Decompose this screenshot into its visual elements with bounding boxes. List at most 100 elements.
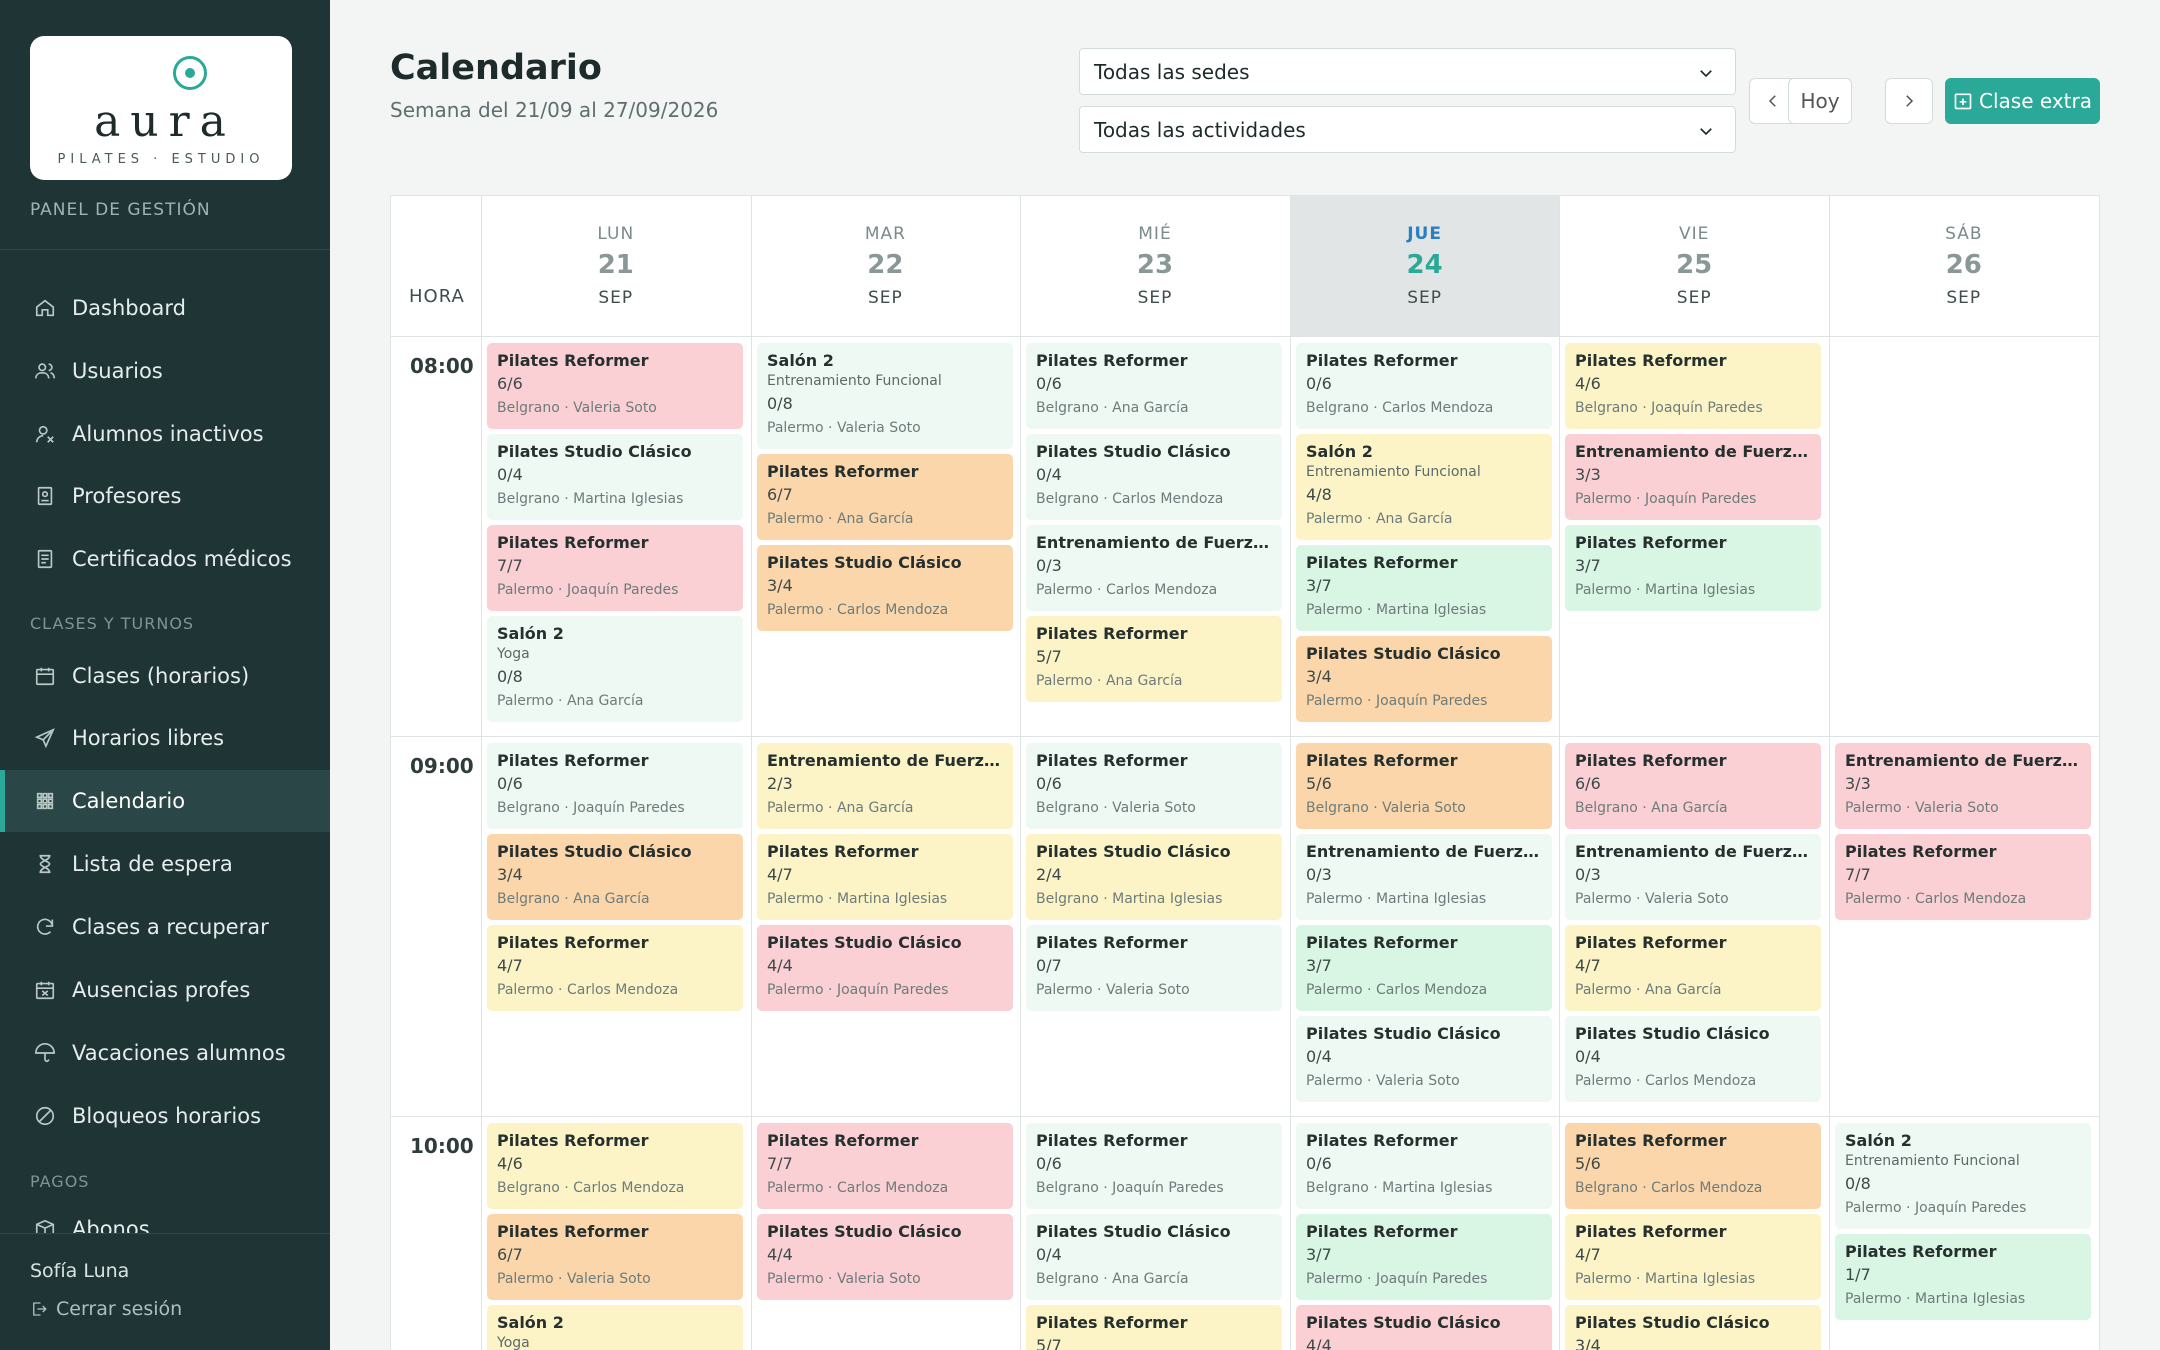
class-event[interactable]: Pilates Reformer 0/7 Palermo · Valeria Sot… <box>1026 925 1282 1011</box>
class-event[interactable]: Entrenamiento de Fuerza Personalizado 3/3… <box>1565 434 1821 520</box>
sidebar-item-clases-horarios-[interactable]: Clases (horarios) <box>0 645 330 707</box>
class-event[interactable]: Pilates Studio Clásico 3/4 Palermo · Joaqu… <box>1296 636 1552 722</box>
sidebar-item-label: Usuarios <box>72 359 163 383</box>
class-event[interactable]: Entrenamiento de Fuerza Personalizado 0/3… <box>1565 834 1821 920</box>
class-location-teacher: Palermo · Carlos Mendoza <box>1845 891 2027 907</box>
class-event[interactable]: Entrenamiento de Fuerza Personalizado 2/3… <box>757 743 1013 829</box>
class-event[interactable]: Pilates Reformer 5/7 Palermo · Ana García <box>1026 616 1282 702</box>
sidebar-item-bloqueos-horarios[interactable]: Bloqueos horarios <box>0 1085 330 1147</box>
class-event[interactable]: Pilates Reformer 7/7 Palermo · Carlos Mend… <box>1835 834 2091 920</box>
day-header-sáb[interactable]: SÁB 26 SEP <box>1829 196 2099 336</box>
class-event[interactable]: Pilates Studio Clásico 0/4 Belgrano · Carl… <box>1026 434 1282 520</box>
sidebar-item-calendario[interactable]: Calendario <box>0 770 330 832</box>
class-event[interactable]: Pilates Reformer 4/6 Belgrano · Joaquín Pa… <box>1565 343 1821 429</box>
class-event[interactable]: Pilates Studio Clásico 4/4 <box>1296 1305 1552 1350</box>
class-event[interactable]: Pilates Studio Clásico 0/4 Belgrano · Ana … <box>1026 1214 1282 1300</box>
class-event[interactable]: Pilates Reformer 3/7 Palermo · Martina Igl… <box>1565 525 1821 611</box>
class-event[interactable]: Pilates Reformer 1/7 Palermo · Martina Igl… <box>1835 1234 2091 1320</box>
class-event[interactable]: Entrenamiento de Fuerza Personalizado 0/3… <box>1026 525 1282 611</box>
class-event[interactable]: Pilates Reformer 3/7 Palermo · Carlos Mend… <box>1296 925 1552 1011</box>
sede-select[interactable]: Todas las sedes <box>1079 48 1736 95</box>
class-event[interactable]: Pilates Reformer 0/6 Belgrano · Carlos Men… <box>1296 343 1552 429</box>
class-event[interactable]: Pilates Studio Clásico 3/4 Belgrano · Ana … <box>487 834 743 920</box>
today-button[interactable]: Hoy <box>1788 78 1852 124</box>
class-event[interactable]: Pilates Studio Clásico 2/4 Belgrano · Mart… <box>1026 834 1282 920</box>
class-event[interactable]: Pilates Studio Clásico 0/4 Belgrano · Mart… <box>487 434 743 520</box>
day-header-mié[interactable]: MIÉ 23 SEP <box>1020 196 1290 336</box>
sidebar-item-certificados-médicos[interactable]: Certificados médicos <box>0 528 330 590</box>
class-event[interactable]: Pilates Reformer 4/7 Palermo · Martina Igl… <box>757 834 1013 920</box>
class-event[interactable]: Salón 2 Yoga 0/8 Palermo · Ana García <box>487 616 743 722</box>
class-event[interactable]: Entrenamiento de Fuerza Personalizado 0/3… <box>1296 834 1552 920</box>
class-title: Pilates Studio Clásico <box>1036 442 1231 461</box>
class-event[interactable]: Pilates Reformer 3/7 Palermo · Joaquín Par… <box>1296 1214 1552 1300</box>
class-event[interactable]: Pilates Reformer 4/6 Belgrano · Carlos Men… <box>487 1123 743 1209</box>
class-location-teacher: Belgrano · Carlos Mendoza <box>497 1180 685 1196</box>
sidebar-item-profesores[interactable]: Profesores <box>0 465 330 527</box>
sidebar-item-horarios-libres[interactable]: Horarios libres <box>0 707 330 769</box>
class-location-teacher: Belgrano · Carlos Mendoza <box>1036 491 1224 507</box>
day-header-jue[interactable]: JUE 24 SEP <box>1289 196 1560 336</box>
day-number: 25 <box>1676 250 1713 280</box>
actividad-select[interactable]: Todas las actividades <box>1079 106 1736 153</box>
class-event[interactable]: Pilates Reformer 6/7 Palermo · Ana García <box>757 454 1013 540</box>
sidebar-item-clases-a-recuperar[interactable]: Clases a recuperar <box>0 896 330 958</box>
class-event[interactable]: Salón 2 Yoga <box>487 1305 743 1350</box>
class-capacity: 4/6 <box>1575 374 1601 393</box>
calendar-icon <box>34 665 56 687</box>
class-event[interactable]: Pilates Reformer 3/7 Palermo · Martina Igl… <box>1296 545 1552 631</box>
class-event[interactable]: Pilates Reformer 4/7 Palermo · Ana García <box>1565 925 1821 1011</box>
class-event[interactable]: Pilates Studio Clásico 4/4 Palermo · Joaqu… <box>757 925 1013 1011</box>
sidebar-item-lista-de-espera[interactable]: Lista de espera <box>0 833 330 895</box>
day-header-lun[interactable]: LUN 21 SEP <box>481 196 751 336</box>
class-event[interactable]: Pilates Reformer 0/6 Belgrano · Martina Ig… <box>1296 1123 1552 1209</box>
class-event[interactable]: Pilates Reformer 0/6 Belgrano · Joaquín Pa… <box>487 743 743 829</box>
sidebar-item-label: Lista de espera <box>72 852 233 876</box>
class-event[interactable]: Pilates Reformer 5/7 <box>1026 1305 1282 1350</box>
class-capacity: 4/7 <box>767 865 793 884</box>
class-event[interactable]: Salón 2 Entrenamiento Funcional 4/8 Palermo… <box>1296 434 1552 540</box>
chevron-down-icon <box>1697 121 1715 139</box>
time-label: 10:00 <box>410 1134 474 1158</box>
grid-line <box>751 196 752 1350</box>
class-location-teacher: Palermo · Valeria Soto <box>1036 982 1190 998</box>
class-event[interactable]: Pilates Reformer 7/7 Palermo · Joaquín Par… <box>487 525 743 611</box>
class-event[interactable]: Pilates Reformer 6/6 Belgrano · Valeria So… <box>487 343 743 429</box>
class-event[interactable]: Pilates Reformer 7/7 Palermo · Carlos Mend… <box>757 1123 1013 1209</box>
class-event[interactable]: Pilates Studio Clásico 0/4 Palermo · Valer… <box>1296 1016 1552 1102</box>
sidebar-item-label: Profesores <box>72 484 182 508</box>
class-capacity: 0/8 <box>497 667 523 686</box>
nav-section-clases: CLASES Y TURNOS <box>30 614 195 633</box>
class-event[interactable]: Pilates Reformer 5/6 Belgrano · Carlos Men… <box>1565 1123 1821 1209</box>
class-event[interactable]: Pilates Reformer 0/6 Belgrano · Joaquín Pa… <box>1026 1123 1282 1209</box>
class-event[interactable]: Pilates Reformer 6/7 Palermo · Valeria Sot… <box>487 1214 743 1300</box>
class-event[interactable]: Pilates Studio Clásico 0/4 Palermo · Carlo… <box>1565 1016 1821 1102</box>
grid-line <box>391 1116 2099 1117</box>
class-event[interactable]: Pilates Studio Clásico 3/4 Palermo · Carlo… <box>757 545 1013 631</box>
sidebar-item-usuarios[interactable]: Usuarios <box>0 340 330 402</box>
class-event[interactable]: Pilates Studio Clásico 4/4 Palermo · Valer… <box>757 1214 1013 1300</box>
class-event[interactable]: Pilates Reformer 5/6 Belgrano · Valeria So… <box>1296 743 1552 829</box>
class-event[interactable]: Pilates Reformer 0/6 Belgrano · Valeria So… <box>1026 743 1282 829</box>
next-week-button[interactable] <box>1885 78 1933 124</box>
class-event[interactable]: Salón 2 Entrenamiento Funcional 0/8 Palermo… <box>757 343 1013 449</box>
logout-link[interactable]: Cerrar sesión <box>30 1298 182 1320</box>
class-event[interactable]: Pilates Reformer 4/7 Palermo · Carlos Mend… <box>487 925 743 1011</box>
sidebar-item-vacaciones-alumnos[interactable]: Vacaciones alumnos <box>0 1022 330 1084</box>
class-event[interactable]: Pilates Studio Clásico 3/4 <box>1565 1305 1821 1350</box>
add-extra-class-button[interactable]: Clase extra <box>1945 78 2100 124</box>
sidebar-item-alumnos-inactivos[interactable]: Alumnos inactivos <box>0 403 330 465</box>
class-event[interactable]: Pilates Reformer 6/6 Belgrano · Ana García <box>1565 743 1821 829</box>
class-event[interactable]: Entrenamiento de Fuerza Personalizado 3/3… <box>1835 743 2091 829</box>
sidebar-item-ausencias-profes[interactable]: Ausencias profes <box>0 959 330 1021</box>
brand-logo[interactable]: aura PILATES · ESTUDIO <box>30 36 292 180</box>
day-header-vie[interactable]: VIE 25 SEP <box>1559 196 1829 336</box>
class-event[interactable]: Salón 2 Entrenamiento Funcional 0/8 Palermo… <box>1835 1123 2091 1229</box>
class-event[interactable]: Pilates Reformer 0/6 Belgrano · Ana García <box>1026 343 1282 429</box>
day-header-mar[interactable]: MAR 22 SEP <box>751 196 1021 336</box>
sidebar-item-dashboard[interactable]: Dashboard <box>0 277 330 339</box>
class-location-teacher: Palermo · Carlos Mendoza <box>497 982 679 998</box>
day-of-week: MIÉ <box>1138 224 1172 244</box>
class-event[interactable]: Pilates Reformer 4/7 Palermo · Martina Igl… <box>1565 1214 1821 1300</box>
sidebar-item-label: Clases (horarios) <box>72 664 250 688</box>
